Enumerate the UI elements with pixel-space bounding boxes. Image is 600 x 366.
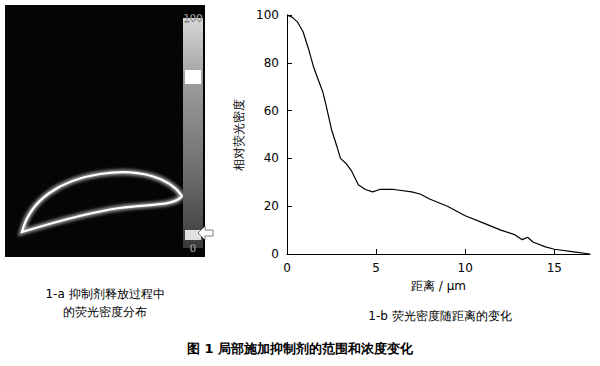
svg-text:100: 100	[256, 8, 279, 22]
svg-text:0: 0	[283, 261, 291, 275]
html-text:1-b 荧光密度随距离的变化: 1-b 荧光密度随距离的变化	[368, 309, 512, 323]
svg-text:距离 / μm: 距离 / μm	[411, 279, 466, 293]
html-text:图 1 局部施加抑制剂的范围和浓度变化: 图 1 局部施加抑制剂的范围和浓度变化	[186, 341, 413, 356]
svg-text:20: 20	[264, 199, 279, 213]
svg-text:100: 100	[183, 13, 202, 24]
svg-text:40: 40	[264, 151, 279, 165]
svg-text:5: 5	[372, 261, 380, 275]
svg-text:0: 0	[190, 243, 196, 254]
svg-text:60: 60	[264, 104, 279, 118]
svg-text:15: 15	[547, 261, 562, 275]
html-text:的荧光密度分布: 的荧光密度分布	[63, 305, 147, 319]
svg-text:80: 80	[264, 56, 279, 70]
html-text:1-a 抑制剂释放过程中: 1-a 抑制剂释放过程中	[45, 287, 165, 301]
svg-text:0: 0	[271, 247, 279, 261]
svg-text:相对荧光密度: 相对荧光密度	[232, 99, 246, 171]
svg-text:10: 10	[458, 261, 473, 275]
